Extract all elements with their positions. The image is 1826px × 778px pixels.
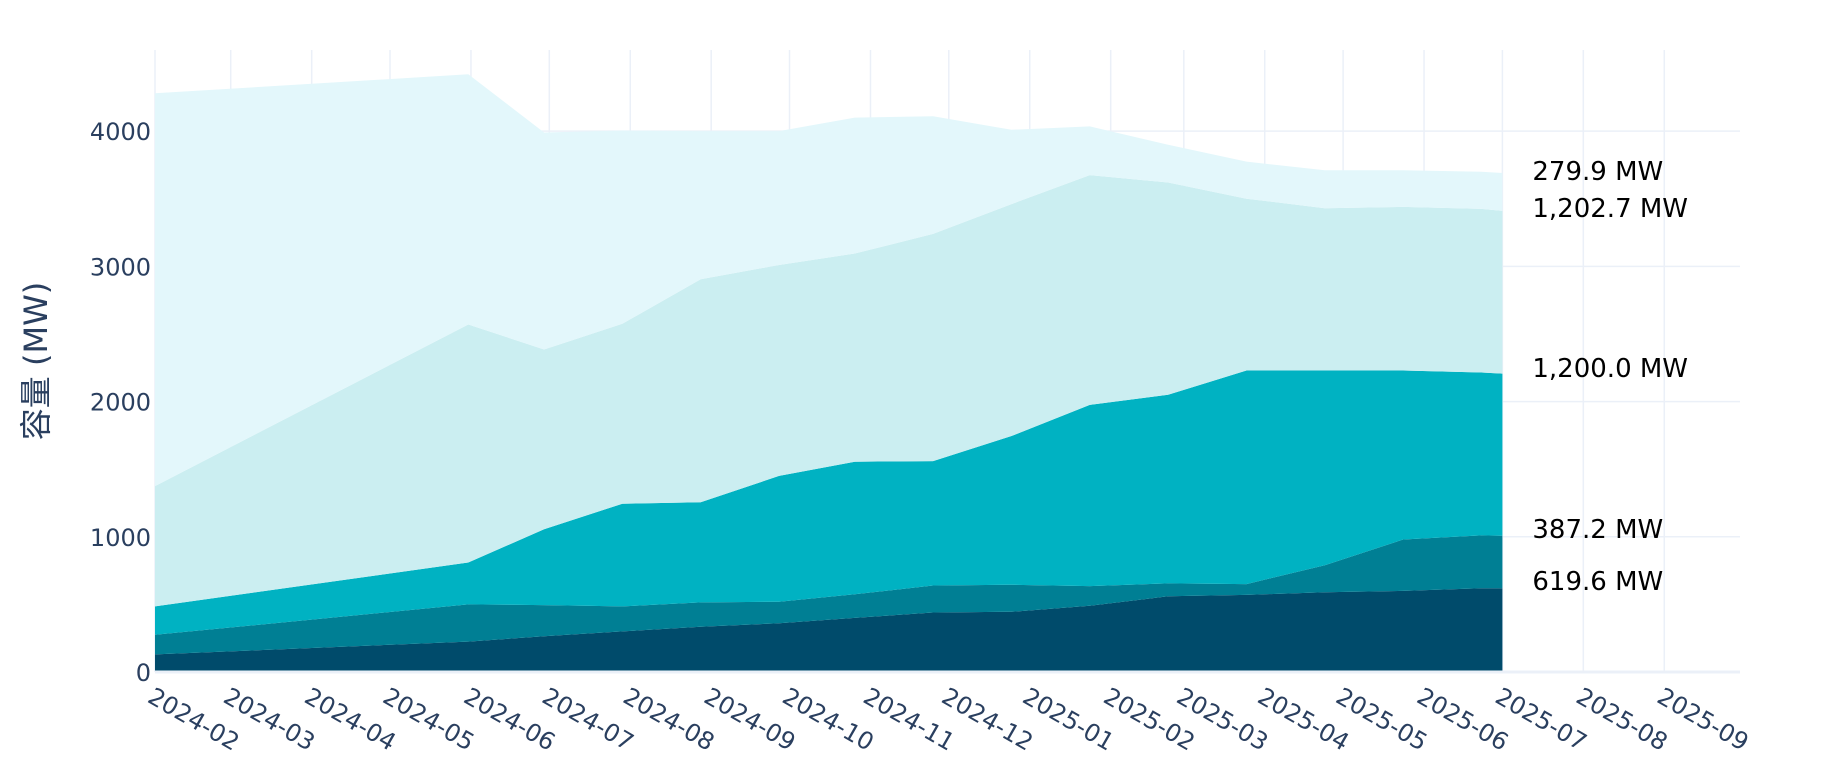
x-tick-label: 2025-05 (1331, 682, 1432, 756)
y-tick-label: 0 (136, 659, 151, 687)
area-series-3 (155, 370, 1503, 635)
x-tick-label: 2025-01 (1018, 682, 1119, 756)
y-tick-label: 2000 (90, 389, 151, 417)
x-tick-label: 2024-08 (618, 682, 719, 756)
area-series (155, 74, 1503, 672)
end-value-label: 1,200.0 MW (1532, 354, 1688, 384)
end-value-label: 387.2 MW (1532, 515, 1663, 545)
area-series-4 (155, 175, 1503, 607)
x-tick-label: 2024-07 (537, 682, 638, 756)
x-tick-label: 2024-05 (378, 682, 479, 756)
y-tick-label: 1000 (90, 524, 151, 552)
area-series-1 (155, 588, 1503, 672)
end-value-labels: 279.9 MW 1,202.7 MW 1,200.0 MW 387.2 MW 619.… (1532, 157, 1688, 597)
area-series-5 (155, 74, 1503, 487)
area-series-2 (155, 535, 1503, 655)
x-tick-label: 2025-07 (1491, 682, 1592, 756)
end-value-label: 619.6 MW (1532, 567, 1663, 597)
x-tick-label: 2025-09 (1652, 682, 1753, 756)
y-axis-title: 容量 (MW) (17, 282, 55, 440)
y-tick-label: 3000 (90, 253, 151, 281)
x-tick-label: 2025-08 (1572, 682, 1673, 756)
y-tick-label: 4000 (90, 118, 151, 146)
end-value-label: 1,202.7 MW (1532, 194, 1688, 224)
end-value-label: 279.9 MW (1532, 157, 1663, 187)
x-tick-label: 2024-12 (937, 682, 1038, 756)
x-tick-label: 2024-10 (778, 682, 879, 756)
